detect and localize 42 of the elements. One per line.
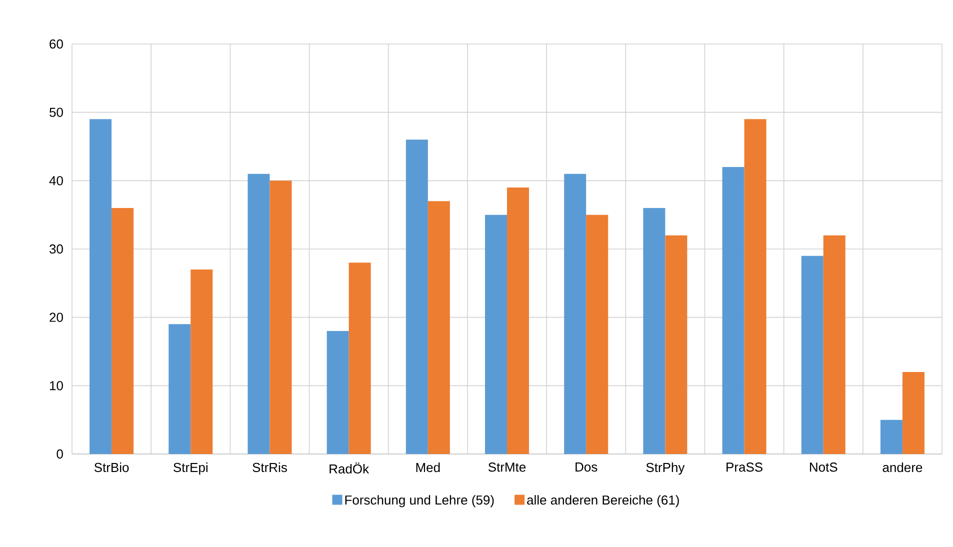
legend-label: Forschung und Lehre (59)	[345, 495, 494, 508]
bar	[744, 119, 766, 454]
bar	[270, 180, 292, 454]
bar	[168, 324, 191, 454]
bar	[348, 262, 371, 454]
bar	[823, 235, 846, 454]
x-tick-label: RadÖk	[330, 462, 370, 474]
bar	[880, 420, 902, 454]
x-tick-label: StrBio	[94, 462, 129, 472]
legend-label: alle anderen Bereiche (61)	[527, 495, 679, 508]
y-tick-label: 10	[50, 381, 63, 390]
y-tick-label: 30	[50, 244, 63, 254]
bar	[428, 201, 450, 454]
x-tick-label: StrMte	[488, 462, 526, 472]
bar	[190, 270, 213, 454]
x-tick-label: StrEpi	[174, 462, 208, 475]
bar	[586, 214, 608, 454]
y-tick-label: 50	[50, 108, 63, 117]
y-tick-label: 20	[50, 312, 63, 322]
x-tick-label: StrRis	[252, 462, 287, 472]
y-tick-label: 60	[50, 39, 63, 49]
x-tick-label: Dos	[576, 462, 598, 472]
x-tick-label: StrPhy	[646, 462, 685, 475]
bar	[722, 167, 744, 454]
bar	[801, 256, 824, 454]
bar	[248, 174, 270, 454]
y-tick-label: 40	[49, 176, 63, 186]
bar	[665, 235, 688, 454]
bar	[112, 208, 134, 454]
bar	[507, 188, 530, 454]
bar	[564, 174, 586, 454]
bar	[90, 119, 112, 454]
x-tick-label: andere	[882, 462, 922, 472]
bar	[902, 372, 924, 454]
bar	[643, 208, 666, 454]
x-tick-label: Med	[416, 462, 440, 472]
bar	[485, 214, 508, 454]
x-tick-label: PraSS	[726, 462, 762, 472]
y-tick-label: 0	[56, 449, 63, 459]
x-tick-label: NotS	[810, 462, 838, 472]
bar	[406, 140, 428, 454]
bar	[326, 331, 349, 454]
